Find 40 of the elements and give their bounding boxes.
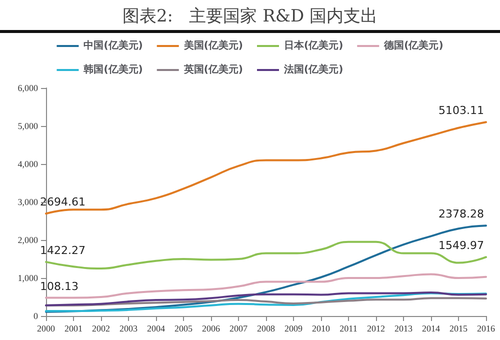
legend-label: 英国(亿美元)	[182, 64, 243, 76]
y-tick-label: 0	[34, 311, 38, 321]
x-tick-label: 2006	[202, 324, 220, 334]
chart-title: 图表2: 主要国家 R&D 国内支出	[122, 6, 378, 26]
y-tick-label: 2,000	[18, 235, 38, 245]
x-tick-label: 2000	[37, 324, 56, 334]
y-tick-label: 1,000	[18, 273, 38, 283]
x-tick-label: 2004	[147, 324, 166, 334]
x-tick-label: 2001	[64, 324, 82, 334]
y-tick-label: 4,000	[18, 159, 38, 169]
x-tick-label: 2009	[284, 324, 303, 334]
x-tick-label: 2003	[120, 324, 138, 334]
legend-label: 韩国(亿美元)	[82, 64, 143, 76]
y-tick-label: 6,000	[18, 83, 38, 93]
annotation: 5103.11	[438, 104, 484, 118]
legend-label: 日本(亿美元)	[284, 40, 344, 52]
y-tick-label: 3,000	[18, 197, 38, 207]
annotation: 108.13	[40, 280, 78, 293]
annotation: 1549.97	[438, 239, 484, 252]
legend-label: 德国(亿美元)	[383, 40, 444, 52]
x-tick-label: 2007	[230, 324, 248, 334]
line-series	[45, 291, 487, 306]
x-tick-label: 2014	[422, 324, 440, 334]
x-tick-label: 2010	[312, 324, 330, 334]
legend-label: 美国(亿美元)	[182, 40, 243, 52]
x-tick-label: 2016	[477, 324, 496, 334]
legend-label: 中国(亿美元)	[84, 40, 143, 52]
legend-label: 法国(亿美元)	[283, 64, 344, 76]
x-tick-label: 2013	[394, 324, 413, 334]
x-tick-label: 2005	[174, 324, 193, 334]
y-tick-label: 5,000	[18, 121, 38, 131]
x-tick-label: 2002	[92, 324, 110, 334]
x-tick-label: 2015	[450, 324, 468, 334]
x-tick-label: 2008	[257, 324, 276, 334]
line-series	[45, 292, 487, 312]
annotation: 2378.28	[438, 208, 484, 221]
x-tick-label: 2011	[340, 324, 358, 334]
annotation: 1422.27	[40, 244, 86, 257]
x-tick-label: 2012	[367, 324, 385, 334]
annotation: 2694.61	[40, 196, 86, 209]
